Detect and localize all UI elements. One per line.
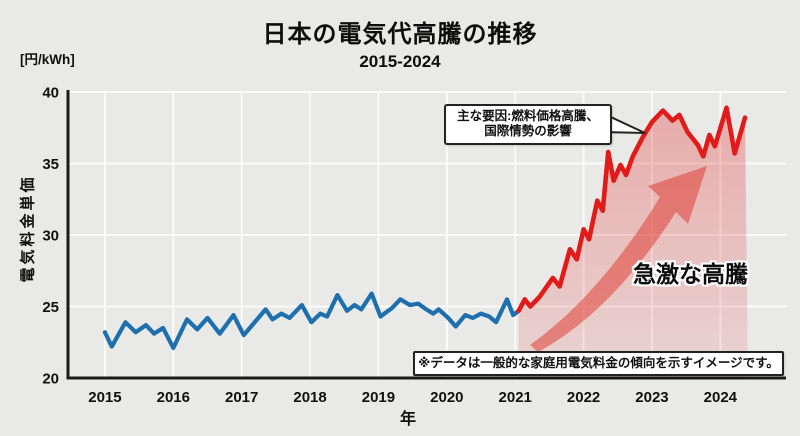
surge-period-line — [516, 105, 748, 314]
factor-callout-line2: 国際情勢の影響 — [484, 124, 572, 138]
tick-labels: 20 25 30 35 40 2015 2016 2017 2018 2019 2020 2021 20… — [42, 85, 737, 407]
svg-text:2018: 2018 — [293, 389, 326, 406]
svg-text:35: 35 — [42, 156, 59, 173]
surge-arrow-label: 急激な高騰 — [633, 261, 748, 287]
svg-text:25: 25 — [42, 299, 59, 316]
page-subtitle: 2015-2024 — [359, 52, 441, 71]
svg-text:40: 40 — [42, 85, 59, 102]
svg-text:2022: 2022 — [567, 389, 600, 406]
svg-text:2016: 2016 — [157, 389, 190, 406]
surge-arrow — [530, 166, 707, 352]
axes — [66, 90, 786, 380]
x-axis-title: 年 — [399, 411, 416, 428]
page-title: 日本の電気代高騰の推移 — [262, 21, 538, 48]
svg-text:2024: 2024 — [704, 389, 738, 406]
y-axis-unit-label: [円/kWh] — [20, 52, 75, 67]
stable-period-line — [102, 291, 521, 351]
data-note: ※データは一般的な家庭用電気料金の傾向を示すイメージです。 — [413, 351, 784, 376]
factor-callout-line1: 主な要因:燃料価格高騰、 — [457, 109, 599, 123]
svg-text:30: 30 — [42, 228, 59, 245]
factor-callout: 主な要因:燃料価格高騰、 国際情勢の影響 — [444, 104, 612, 145]
svg-text:2015: 2015 — [88, 389, 121, 406]
svg-text:20: 20 — [42, 371, 59, 388]
svg-text:2017: 2017 — [225, 389, 258, 406]
svg-text:2020: 2020 — [430, 389, 463, 406]
svg-text:2021: 2021 — [499, 389, 532, 406]
svg-text:2019: 2019 — [362, 389, 395, 406]
svg-text:2023: 2023 — [635, 389, 668, 406]
y-axis-title: 電気料金単価 — [19, 174, 37, 283]
